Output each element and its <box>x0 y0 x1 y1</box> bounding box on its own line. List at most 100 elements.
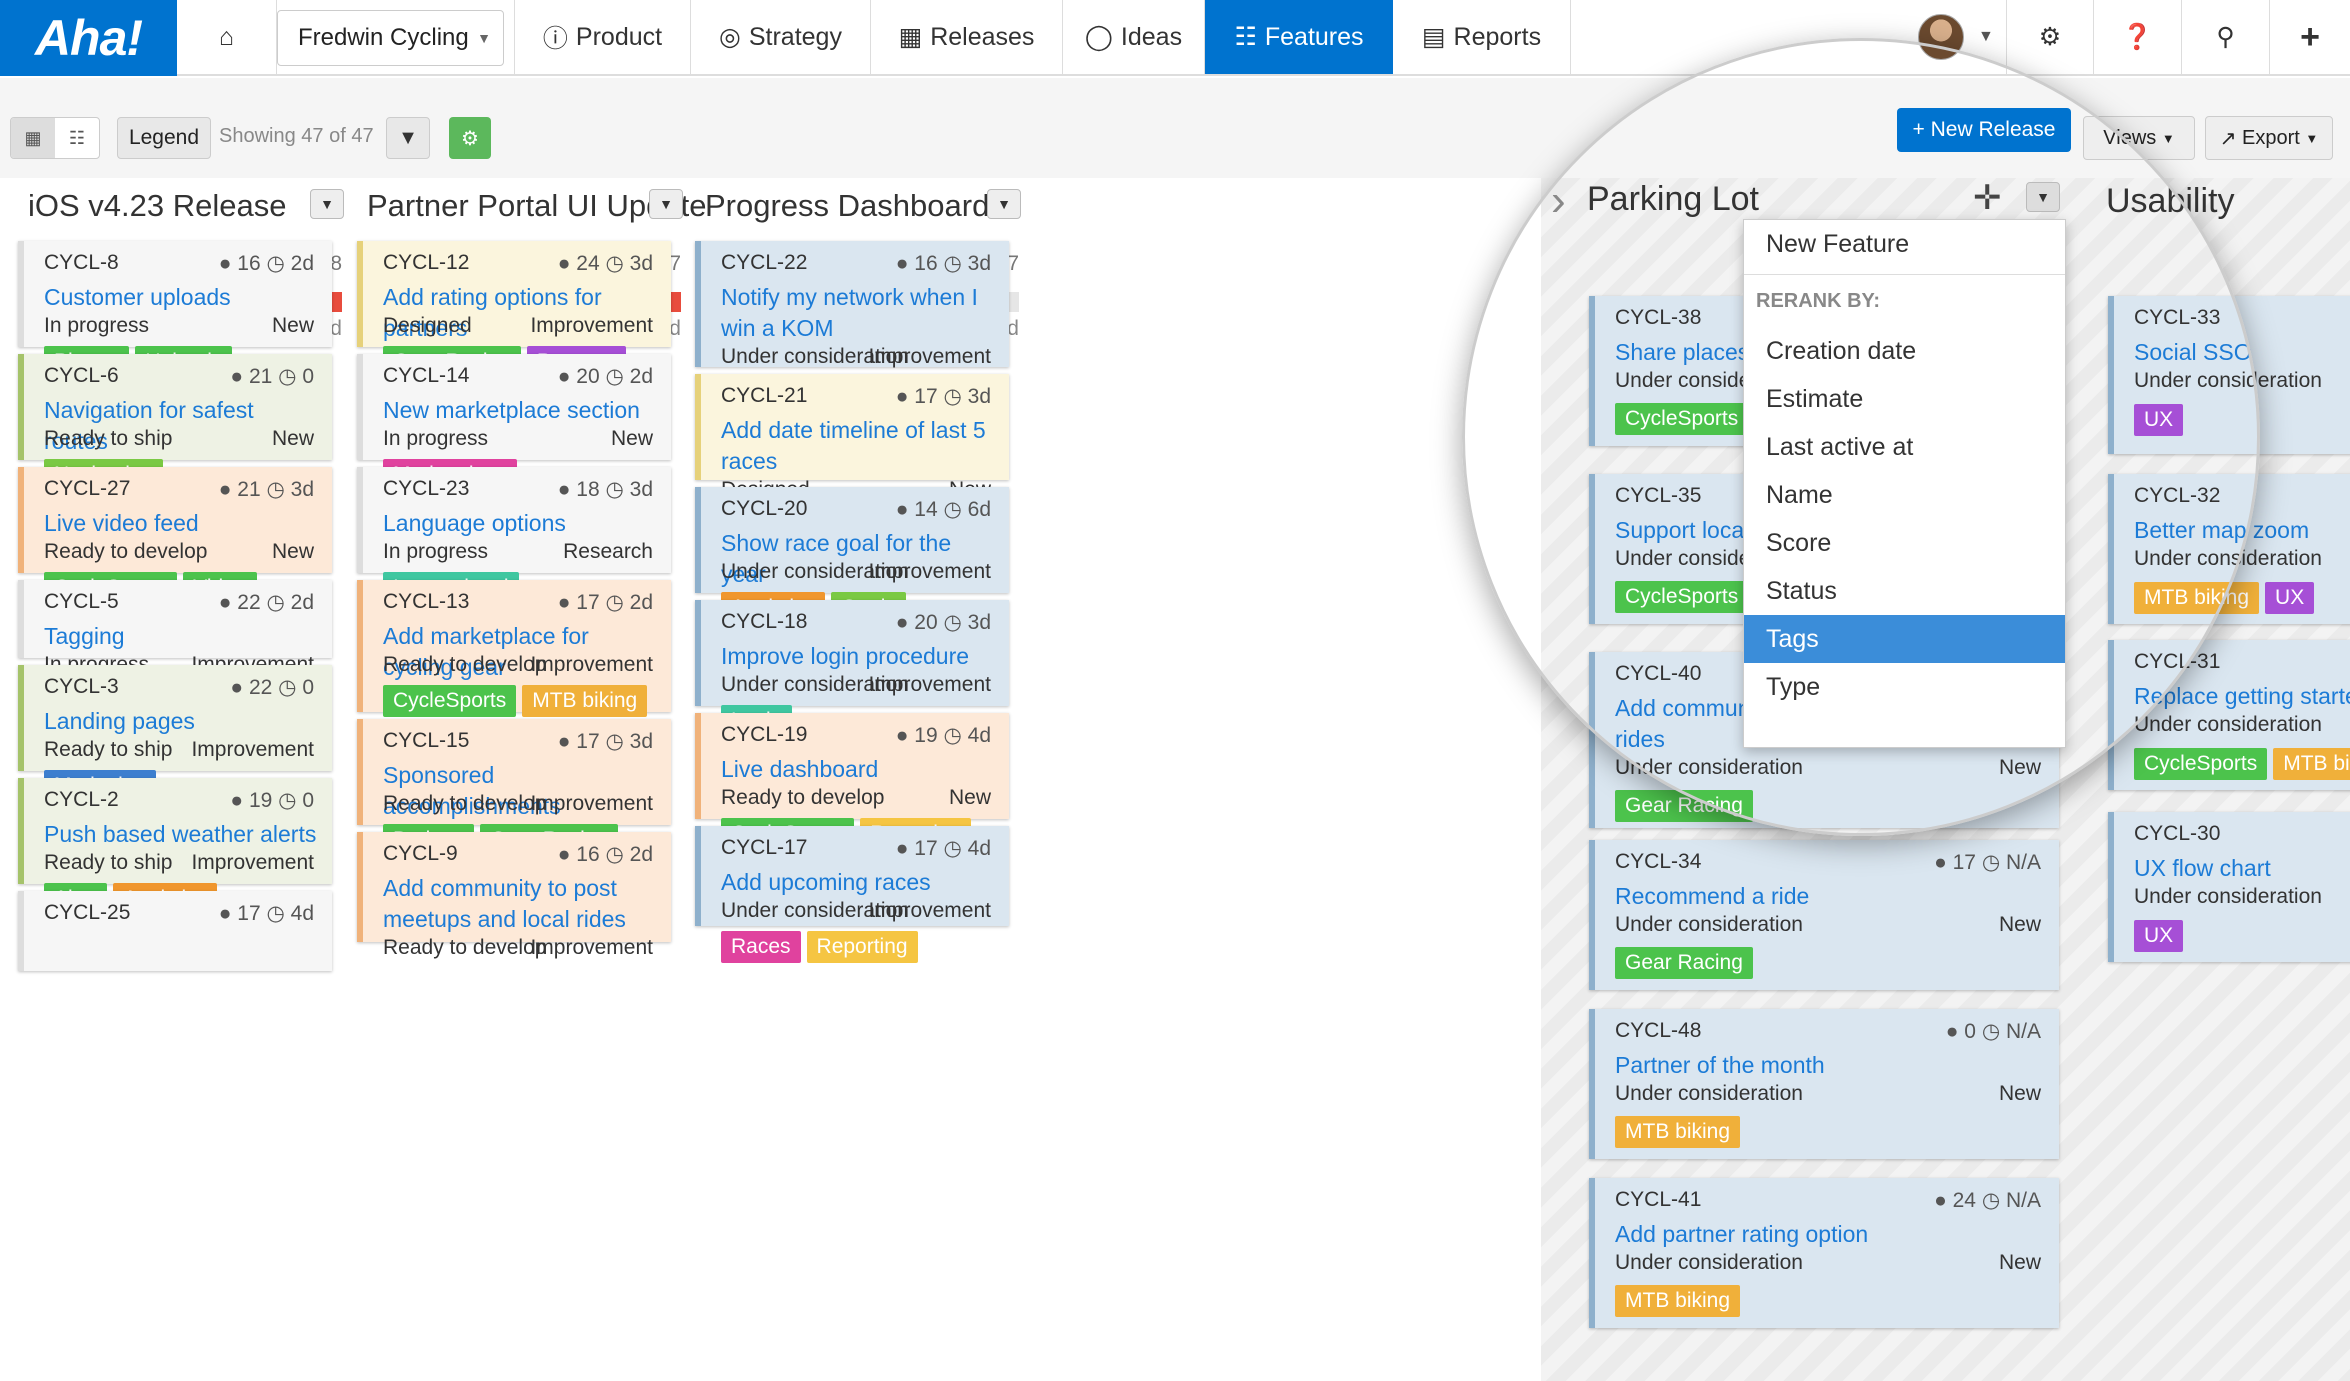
add-button[interactable]: + <box>2270 0 2350 74</box>
feature-id[interactable]: CYCL-2 <box>44 788 119 811</box>
feature-title[interactable]: Customer uploads <box>44 284 231 310</box>
feature-title[interactable]: Add date timeline of last 5 races <box>721 417 986 474</box>
feature-title[interactable]: Sponsored accomplishments <box>383 762 561 819</box>
feature-tag[interactable]: CycleSports <box>2134 748 2268 780</box>
feature-id[interactable]: CYCL-34 <box>1615 850 1702 873</box>
feature-id[interactable]: CYCL-30 <box>2134 822 2221 845</box>
feature-id[interactable]: CYCL-15 <box>383 729 470 752</box>
rerank-option[interactable]: Last active at <box>1766 432 1914 461</box>
settings-button[interactable]: ⚙ <box>2006 0 2094 74</box>
feature-card[interactable]: CYCL-2 ● 19 ◷ 0 Push based weather alerts R… <box>18 778 332 915</box>
rerank-option[interactable]: Creation date <box>1766 336 1917 365</box>
feature-tag[interactable]: Races <box>721 931 801 963</box>
board-settings-button[interactable]: ⚙ <box>449 117 491 159</box>
rerank-option[interactable]: Type <box>1766 672 1821 701</box>
feature-title[interactable]: Recommend a ride <box>1615 883 1810 909</box>
feature-title[interactable]: Landing pages <box>44 708 195 734</box>
feature-card[interactable]: CYCL-23 ● 18 ◷ 3d Language options In progr… <box>357 467 671 604</box>
legend-button[interactable]: Legend <box>117 117 211 159</box>
column-title[interactable]: Progress Dashboard <box>705 188 990 223</box>
feature-id[interactable]: CYCL-14 <box>383 364 470 387</box>
feature-card[interactable]: CYCL-19 ● 19 ◷ 4d Live dashboard Ready to d… <box>695 713 1009 850</box>
rerank-option[interactable]: Estimate <box>1766 384 1864 413</box>
feature-title[interactable]: Partner of the month <box>1615 1052 1825 1078</box>
feature-card[interactable]: CYCL-14 ● 20 ◷ 2d New marketplace section I… <box>357 354 671 491</box>
feature-card[interactable]: CYCL-8 ● 16 ◷ 2d Customer uploads In progre… <box>18 241 332 378</box>
column-title[interactable]: iOS v4.23 Release <box>28 188 287 223</box>
rerank-option[interactable]: Tags <box>1744 615 2065 663</box>
feature-card[interactable]: CYCL-9 ● 16 ◷ 2d Add community to post mee… <box>357 832 671 959</box>
workspace-select[interactable]: Fredwin Cycling ▼ <box>277 10 504 66</box>
feature-title[interactable]: Add marketplace for cycling gear <box>383 623 589 680</box>
feature-id[interactable]: CYCL-9 <box>383 842 458 865</box>
feature-id[interactable]: CYCL-3 <box>44 675 119 698</box>
feature-tag[interactable]: Gear Racing <box>1615 947 1753 979</box>
feature-tag[interactable]: UX <box>2134 920 2184 952</box>
feature-title[interactable]: Live video feed <box>44 510 199 536</box>
feature-title[interactable]: Push based weather alerts <box>44 821 317 847</box>
help-button[interactable]: ❓ <box>2094 0 2182 74</box>
feature-card[interactable]: CYCL-30 UX flow chart Under consideration U… <box>2108 812 2350 962</box>
feature-title[interactable]: Live dashboard <box>721 756 879 782</box>
feature-title[interactable]: UX flow chart <box>2134 855 2271 881</box>
export-button[interactable]: ↗ Export ▼ <box>2205 116 2333 160</box>
nav-strategy[interactable]: ◎ Strategy <box>691 0 871 74</box>
rerank-option[interactable]: Score <box>1766 528 1832 557</box>
feature-tag[interactable]: MTB biking <box>1615 1116 1741 1148</box>
feature-title[interactable]: Add rating options for partners <box>383 284 602 341</box>
aha-logo[interactable]: Aha! <box>0 0 177 76</box>
feature-tag[interactable]: MTB biking <box>1615 1285 1741 1317</box>
feature-title[interactable]: Show race goal for the year <box>721 530 952 587</box>
nav-ideas[interactable]: ◯ Ideas <box>1063 0 1205 74</box>
feature-id[interactable]: CYCL-6 <box>44 364 119 387</box>
feature-id[interactable]: CYCL-23 <box>383 477 470 500</box>
column-dropdown-button[interactable]: ▼ <box>310 189 344 219</box>
nav-product[interactable]: ⓘ Product <box>514 0 691 74</box>
feature-title[interactable]: Tagging <box>44 623 125 649</box>
feature-title[interactable]: Add upcoming races <box>721 869 931 895</box>
feature-title[interactable]: New marketplace section <box>383 397 640 423</box>
feature-title[interactable]: Language options <box>383 510 566 536</box>
feature-id[interactable]: CYCL-8 <box>44 251 119 274</box>
feature-id[interactable]: CYCL-18 <box>721 610 808 633</box>
feature-card[interactable]: CYCL-5● 22 ◷ 2dTaggingIn progressImprove… <box>18 580 332 676</box>
search-button[interactable]: ⚲ <box>2182 0 2270 74</box>
feature-card[interactable]: CYCL-17 ● 17 ◷ 4d Add upcoming races Under … <box>695 826 1009 963</box>
feature-title[interactable]: Add partner rating option <box>1615 1221 1869 1247</box>
feature-card[interactable]: CYCL-12 ● 24 ◷ 3d Add rating options for p… <box>357 241 671 378</box>
feature-id[interactable]: CYCL-25 <box>44 901 131 924</box>
column-dropdown-button[interactable]: ▼ <box>649 189 683 219</box>
feature-card[interactable]: CYCL-21 ● 17 ◷ 3d Add date timeline of las… <box>695 374 1009 542</box>
feature-card[interactable]: CYCL-15 ● 17 ◷ 3d Sponsored accomplishment… <box>357 719 671 856</box>
feature-id[interactable]: CYCL-17 <box>721 836 808 859</box>
feature-card[interactable]: CYCL-20 ● 14 ◷ 6d Show race goal for the y… <box>695 487 1009 624</box>
view-toggle[interactable]: ▦ ☷ <box>10 117 100 159</box>
feature-title[interactable]: Improve login procedure <box>721 643 970 669</box>
feature-card[interactable]: CYCL-3 ● 22 ◷ 0 Landing pages Ready to ship… <box>18 665 332 802</box>
feature-id[interactable]: CYCL-27 <box>44 477 131 500</box>
feature-id[interactable]: CYCL-5 <box>44 590 119 613</box>
feature-tag[interactable]: MTB biking <box>522 685 648 717</box>
nav-releases[interactable]: ▦ Releases <box>871 0 1063 74</box>
feature-card[interactable]: CYCL-31 Replace getting started Under cons… <box>2108 640 2350 790</box>
filter-button[interactable]: ▼ <box>386 117 430 159</box>
feature-id[interactable]: CYCL-13 <box>383 590 470 613</box>
feature-tag[interactable]: UX <box>2265 582 2315 614</box>
nav-reports[interactable]: ▤ Reports <box>1393 0 1571 74</box>
home-button[interactable]: ⌂ <box>177 0 277 74</box>
feature-tag[interactable]: Reporting <box>806 931 918 963</box>
feature-card[interactable]: CYCL-27 ● 21 ◷ 3d Live video feed Ready to … <box>18 467 332 604</box>
nav-features[interactable]: ☷ Features <box>1205 0 1393 74</box>
column-dropdown-button[interactable]: ▼ <box>987 189 1021 219</box>
feature-title[interactable]: Navigation for safest routes <box>44 397 254 454</box>
rerank-option[interactable]: Status <box>1766 576 1837 605</box>
feature-card[interactable]: CYCL-25 ● 17 ◷ 4d <box>18 891 332 971</box>
feature-card[interactable]: CYCL-18 ● 20 ◷ 3d Improve login procedure U… <box>695 600 1009 737</box>
feature-card[interactable]: CYCL-6 ● 21 ◷ 0 Navigation for safest rout… <box>18 354 332 491</box>
feature-card[interactable]: CYCL-48 ● 0 ◷ N/A Partner of the month Unde… <box>1589 1009 2059 1159</box>
feature-id[interactable]: CYCL-21 <box>721 384 808 407</box>
avatar-caret-icon[interactable]: ▼ <box>1978 28 1994 45</box>
feature-id[interactable]: CYCL-22 <box>721 251 808 274</box>
feature-tag[interactable]: MTB biking <box>2273 748 2350 780</box>
feature-id[interactable]: CYCL-41 <box>1615 1188 1702 1211</box>
